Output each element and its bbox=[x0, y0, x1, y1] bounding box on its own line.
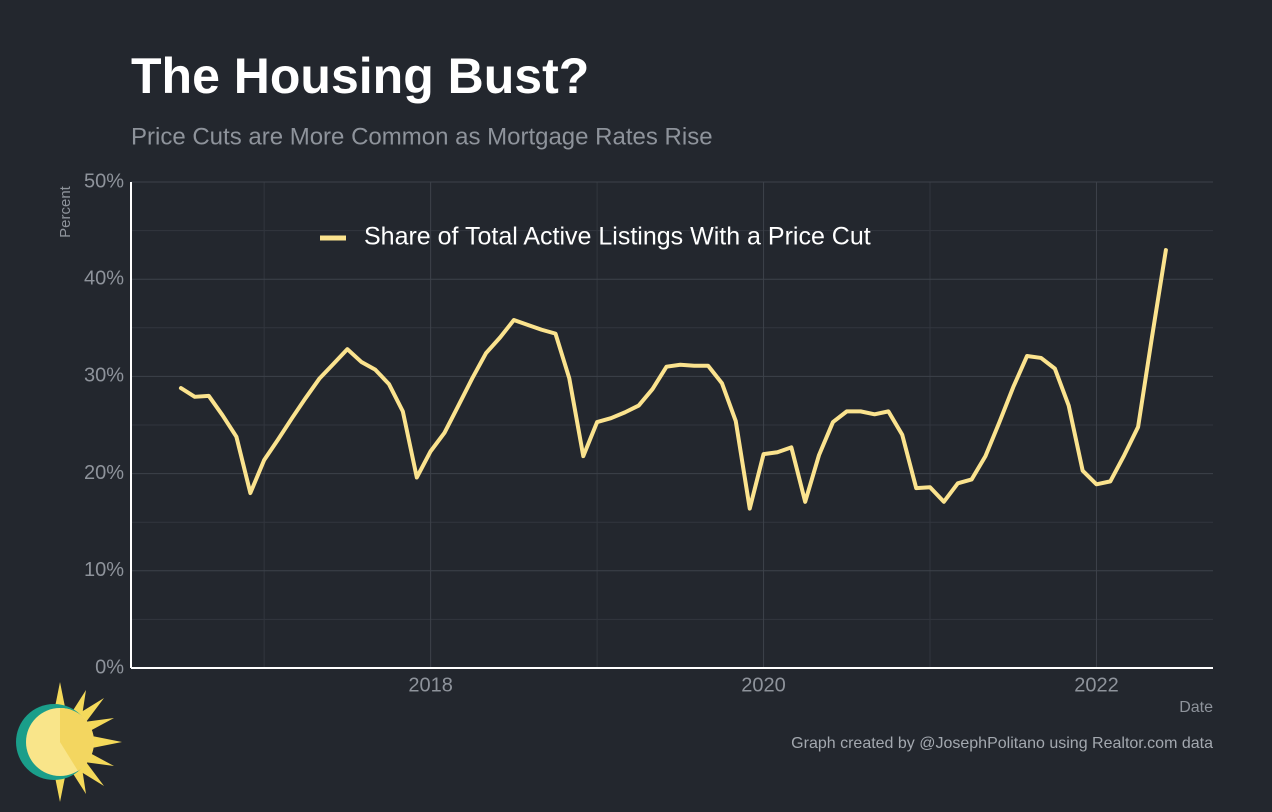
y-tick-label: 30% bbox=[84, 365, 124, 387]
y-tick-label: 40% bbox=[84, 267, 124, 289]
logo bbox=[16, 682, 122, 802]
y-tick-label: 10% bbox=[84, 559, 124, 581]
x-tick-label: 2020 bbox=[741, 674, 786, 696]
legend-label: Share of Total Active Listings With a Pr… bbox=[364, 223, 871, 251]
x-axis-label: Date bbox=[1179, 699, 1213, 716]
x-tick-label: 2022 bbox=[1074, 674, 1119, 696]
chart-subtitle: Price Cuts are More Common as Mortgage R… bbox=[131, 123, 713, 150]
y-axis-label: Percent bbox=[57, 185, 74, 238]
y-tick-label: 0% bbox=[95, 656, 124, 678]
y-tick-label: 50% bbox=[84, 170, 124, 192]
caption: Graph created by @JosephPolitano using R… bbox=[791, 735, 1213, 752]
data-line bbox=[178, 248, 1168, 511]
chart-title: The Housing Bust? bbox=[131, 48, 589, 104]
y-tick-label: 20% bbox=[84, 462, 124, 484]
plot-area: 0% 10% 20% 30% 40% 50% 2018 2020 2022 Share of To… bbox=[84, 170, 1213, 696]
x-tick-label: 2018 bbox=[408, 674, 453, 696]
